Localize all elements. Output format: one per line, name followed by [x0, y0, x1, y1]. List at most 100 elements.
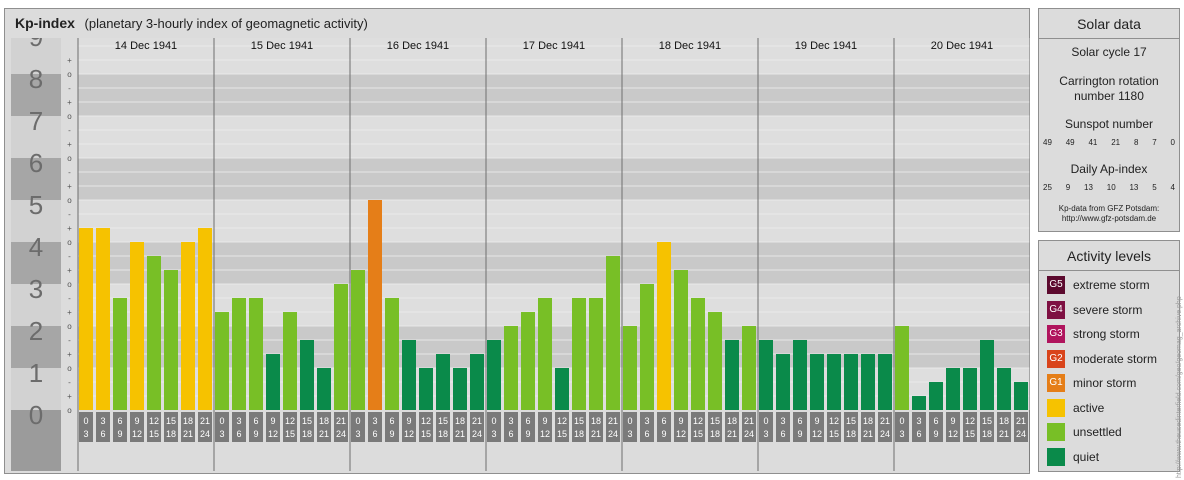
kp-bar: [113, 297, 127, 410]
interval-start-label: 12: [557, 416, 567, 426]
grid-band: [78, 158, 1030, 200]
ap-value: 13: [1129, 183, 1139, 192]
kp-bar: [521, 312, 535, 410]
interval-cell: [623, 412, 637, 442]
interval-cell: [912, 412, 926, 442]
interval-end-label: 3: [627, 429, 632, 439]
kp-credit-link[interactable]: http://www.gfz-potsdam.de: [1061, 214, 1157, 223]
interval-start-label: 18: [727, 416, 737, 426]
sunspot-title: Sunspot number: [1064, 117, 1154, 131]
interval-start-label: 12: [693, 416, 703, 426]
interval-end-label: 18: [166, 429, 176, 439]
kp-bar: [929, 381, 943, 410]
interval-end-label: 9: [389, 429, 394, 439]
level-label: minor storm: [1073, 376, 1137, 390]
minor-tick-label: +: [67, 140, 72, 149]
interval-end-label: 12: [132, 429, 142, 439]
interval-end-label: 24: [1016, 429, 1026, 439]
interval-end-label: 9: [661, 429, 666, 439]
kp-bar: [844, 354, 858, 410]
interval-cell: [334, 412, 348, 442]
interval-cell: [589, 412, 603, 442]
interval-end-label: 18: [710, 429, 720, 439]
kp-bar: [589, 297, 603, 410]
interval-end-label: 21: [727, 429, 737, 439]
minor-tick-label: o: [67, 364, 72, 373]
kp-credit-line1: Kp-data from GFZ Potsdam:: [1058, 204, 1160, 213]
kp-bar: [810, 354, 824, 410]
kp-bar: [657, 242, 671, 410]
minor-tick-label: +: [67, 98, 72, 107]
interval-start-label: 18: [591, 416, 601, 426]
interval-cell: [946, 412, 960, 442]
interval-cell: [725, 412, 739, 442]
sunspot-value: 41: [1088, 138, 1098, 147]
interval-cell: [317, 412, 331, 442]
kp-bar: [861, 354, 875, 410]
solar-cycle: Solar cycle 17: [1071, 45, 1147, 59]
interval-cell: [419, 412, 433, 442]
kp-bar: [147, 255, 161, 410]
interval-start-label: 0: [899, 416, 904, 426]
minor-tick-label: -: [68, 336, 71, 345]
kp-bar: [317, 368, 331, 410]
interval-start-label: 12: [149, 416, 159, 426]
interval-cell: [453, 412, 467, 442]
interval-start-label: 15: [574, 416, 584, 426]
interval-start-label: 18: [863, 416, 873, 426]
interval-cell: [793, 412, 807, 442]
interval-cell: [708, 412, 722, 442]
interval-end-label: 12: [676, 429, 686, 439]
kp-bar: [623, 326, 637, 410]
kp-bar: [334, 284, 348, 410]
interval-start-label: 15: [982, 416, 992, 426]
interval-start-label: 9: [270, 416, 275, 426]
kp-bar: [640, 284, 654, 410]
grid-band: [78, 38, 1030, 74]
level-active: active: [1047, 398, 1177, 419]
interval-cell: [436, 412, 450, 442]
minor-tick-label: +: [67, 182, 72, 191]
level-swatch: G1: [1047, 374, 1065, 392]
minor-tick-label: +: [67, 350, 72, 359]
level-quiet: quiet: [1047, 447, 1177, 468]
kp-bar: [130, 242, 144, 410]
grid-band: [78, 242, 1030, 284]
interval-start-label: 12: [965, 416, 975, 426]
kp-bar: [351, 270, 365, 410]
kp-bar: [164, 270, 178, 410]
y-band: [11, 38, 61, 74]
interval-start-label: 21: [472, 416, 482, 426]
kp-bar: [555, 368, 569, 410]
minor-tick-label: o: [67, 406, 72, 415]
interval-start-label: 12: [829, 416, 839, 426]
interval-start-label: 21: [608, 416, 618, 426]
ap-value: 10: [1106, 183, 1116, 192]
minor-tick-label: o: [67, 154, 72, 163]
interval-start-label: 6: [797, 416, 802, 426]
minor-tick-label: +: [67, 56, 72, 65]
interval-end-label: 6: [508, 429, 513, 439]
interval-end-label: 9: [525, 429, 530, 439]
kp-bar: [759, 339, 773, 410]
level-minor-storm: G1 minor storm: [1047, 374, 1177, 394]
interval-cell: [657, 412, 671, 442]
interval-cell: [776, 412, 790, 442]
interval-cell: [385, 412, 399, 442]
interval-start-label: 3: [644, 416, 649, 426]
interval-end-label: 12: [268, 429, 278, 439]
y-tick-label: 9: [29, 38, 43, 52]
day-label: 16 Dec 1941: [387, 40, 449, 52]
interval-start-label: 9: [542, 416, 547, 426]
interval-cell: [181, 412, 195, 442]
interval-cell: [249, 412, 263, 442]
interval-start-label: 18: [999, 416, 1009, 426]
interval-cell: [895, 412, 909, 442]
interval-end-label: 24: [472, 429, 482, 439]
y-band: [11, 326, 61, 368]
minor-tick-label: o: [67, 196, 72, 205]
interval-end-label: 24: [200, 429, 210, 439]
kp-bar: [912, 396, 926, 410]
day-label: 14 Dec 1941: [115, 40, 177, 52]
minor-tick-label: o: [67, 322, 72, 331]
